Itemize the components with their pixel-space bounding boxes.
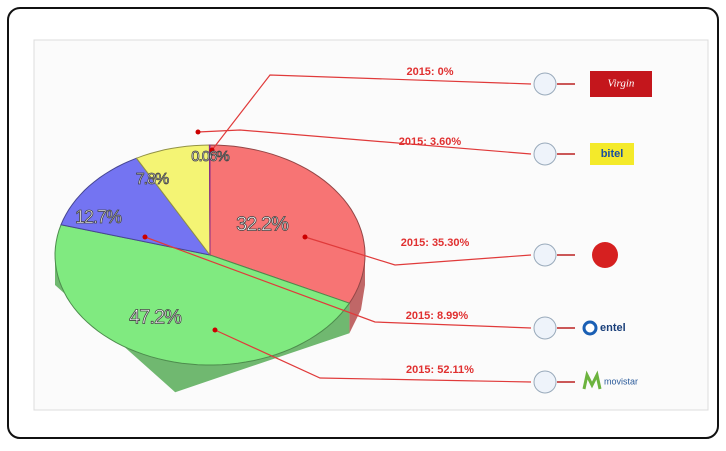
pie-slice [208, 144, 211, 256]
operator-icon [533, 243, 557, 267]
leader-line [211, 74, 532, 151]
logo-circle [582, 320, 598, 336]
logo-text: Virgin [608, 78, 635, 90]
leader-line [144, 236, 532, 329]
leader-dot [195, 129, 201, 135]
logo-text: bitel [601, 148, 624, 160]
logo-text: movistar [604, 376, 638, 386]
pie-slice [54, 224, 351, 366]
slice-label: 32.2% [236, 213, 289, 235]
annotation-text: 2015: 52.11% [406, 364, 474, 376]
leader-dot [212, 327, 218, 333]
leader-line [197, 129, 532, 155]
pie-slices [54, 144, 366, 366]
slice-labels: 32.2% 47.2% 12.7% 7.8% 0.06% [75, 148, 291, 329]
annotation-text: 2015: 35.30% [401, 237, 470, 249]
logo-box [590, 143, 634, 165]
annotations: 2015: 0% Virgin 2015: 3.60% bitel 2015: 35.3… [142, 66, 652, 394]
leader-dot [209, 147, 215, 153]
pie-slice [135, 144, 211, 257]
logo-text: entel [600, 322, 626, 334]
annotation-text: 2015: 3.60% [399, 136, 462, 148]
slice-label: 12.7% [75, 207, 122, 227]
logo-circle [592, 242, 618, 268]
slice-label: 47.2% [129, 306, 182, 328]
pie-slice [60, 157, 212, 256]
leader-line [214, 329, 532, 383]
slice-label: 7.8% [136, 171, 169, 188]
operator-icon [533, 316, 557, 340]
leader-dot [302, 234, 308, 240]
annotation-text: 2015: 8.99% [406, 310, 469, 322]
slice-label: 0.06% [191, 148, 229, 165]
leader-dot [142, 234, 148, 240]
operator-icon [533, 370, 557, 394]
pie-slice [209, 144, 366, 304]
operator-icon [533, 142, 557, 166]
logo-m [582, 370, 602, 390]
operator-icon [533, 72, 557, 96]
leader-line [304, 236, 532, 266]
logo-box [590, 71, 652, 97]
annotation-text: 2015: 0% [406, 66, 453, 78]
